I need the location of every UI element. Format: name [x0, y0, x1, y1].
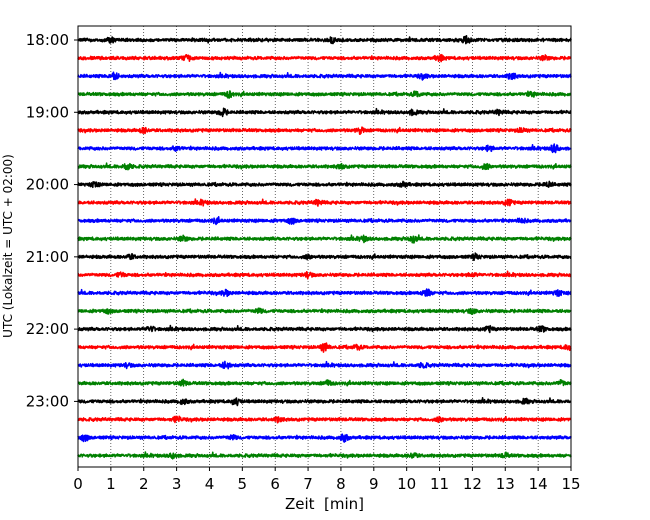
trace-22:45 — [77, 378, 572, 387]
trace-lines — [77, 35, 572, 460]
x-tick-label-5: 5 — [238, 475, 248, 493]
y-tick-label-5: 23:00 — [26, 392, 69, 410]
x-tick-label-6: 6 — [270, 475, 280, 493]
trace-18:00 — [77, 35, 572, 45]
x-tick-label-3: 3 — [172, 475, 182, 493]
x-tick-label-13: 13 — [496, 475, 515, 493]
x-tick-label-8: 8 — [336, 475, 346, 493]
trace-21:30 — [77, 288, 572, 298]
x-tick-label-4: 4 — [205, 475, 215, 493]
y-tick-label-4: 22:00 — [26, 320, 69, 338]
trace-18:15 — [77, 53, 572, 63]
trace-20:15 — [77, 198, 572, 207]
trace-19:30 — [77, 143, 572, 154]
plot-frame — [77, 25, 572, 468]
x-tick-label-2: 2 — [139, 475, 149, 493]
trace-23:00 — [77, 397, 572, 407]
x-axis-label: Zeit [min] — [285, 495, 364, 513]
x-axis-ticks: 0 1 2 3 4 5 6 7 8 9 10 11 12 13 14 15 — [73, 467, 581, 493]
trace-20:30 — [77, 216, 572, 226]
trace-19:45 — [77, 162, 572, 171]
trace-21:15 — [77, 270, 572, 280]
trace-18:45 — [77, 90, 572, 99]
y-tick-label-0: 18:00 — [26, 31, 69, 49]
trace-22:00 — [77, 324, 572, 334]
trace-23:30 — [77, 433, 572, 443]
trace-20:00 — [77, 180, 572, 189]
trace-21:00 — [77, 252, 572, 262]
trace-21:45 — [77, 307, 572, 315]
y-tick-label-1: 19:00 — [26, 103, 69, 121]
x-tick-label-1: 1 — [106, 475, 116, 493]
x-tick-label-0: 0 — [73, 475, 83, 493]
x-tick-label-15: 15 — [561, 475, 580, 493]
x-tick-label-12: 12 — [463, 475, 482, 493]
x-tick-label-14: 14 — [529, 475, 548, 493]
x-tick-label-7: 7 — [303, 475, 313, 493]
trace-19:15 — [77, 126, 572, 135]
trace-19:00 — [77, 107, 572, 118]
trace-22:30 — [77, 360, 572, 370]
trace-20:45 — [77, 234, 572, 244]
y-axis-ticks: 18:00 19:00 20:00 21:00 22:00 23:00 — [26, 31, 78, 410]
y-axis-label: UTC (Lokalzeit = UTC + 02:00) — [1, 154, 15, 338]
trace-22:15 — [77, 342, 572, 353]
trace-18:30 — [77, 71, 572, 81]
trace-23:45 — [77, 451, 572, 460]
x-tick-label-11: 11 — [430, 475, 449, 493]
y-tick-label-3: 21:00 — [26, 248, 69, 266]
trace-23:15 — [77, 415, 572, 424]
x-tick-label-9: 9 — [369, 475, 379, 493]
y-tick-label-2: 20:00 — [26, 176, 69, 194]
x-tick-label-10: 10 — [397, 475, 416, 493]
